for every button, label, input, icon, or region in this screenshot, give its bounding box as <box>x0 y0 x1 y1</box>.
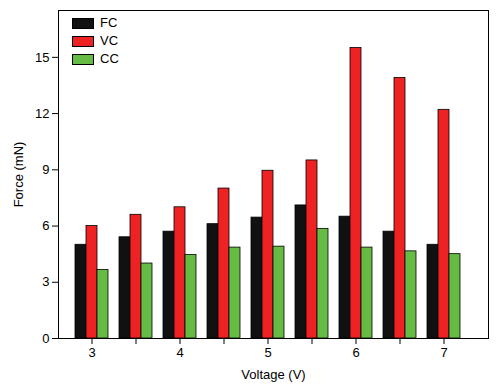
svg-text:9: 9 <box>42 162 49 177</box>
svg-text:0: 0 <box>42 331 49 346</box>
html-text:FC: FC <box>100 15 118 30</box>
html-text:VC: VC <box>100 33 119 48</box>
html-text:CC: CC <box>100 51 119 66</box>
svg-text:6: 6 <box>352 345 359 360</box>
svg-text:3: 3 <box>88 345 95 360</box>
svg-text:4: 4 <box>176 345 183 360</box>
svg-text:6: 6 <box>42 218 49 233</box>
svg-text:3: 3 <box>42 274 49 289</box>
svg-text:Voltage (V): Voltage (V) <box>241 367 305 382</box>
svg-text:15: 15 <box>35 50 49 65</box>
svg-text:Force (mN): Force (mN) <box>11 142 26 208</box>
svg-text:7: 7 <box>440 345 447 360</box>
svg-text:5: 5 <box>264 345 271 360</box>
svg-text:12: 12 <box>35 106 49 121</box>
